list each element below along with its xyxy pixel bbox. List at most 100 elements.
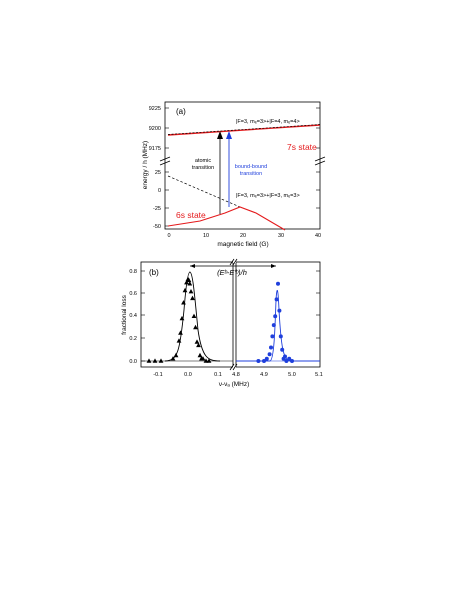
data-point-bound-bound: [278, 334, 283, 339]
fit-curve-bound-bound: [236, 290, 320, 362]
bound-bound-arrowhead: [226, 131, 232, 139]
panel-b-right-frame: [235, 261, 321, 368]
data-point-bound-bound: [256, 359, 261, 363]
panel-b-break-marks: [229, 258, 238, 371]
x-tick-20: 20: [240, 233, 246, 239]
data-point-atomic: [182, 287, 188, 293]
y-tick-0: 0: [158, 188, 161, 194]
data-point-bound-bound: [283, 354, 287, 359]
data-point-bound-bound: [276, 281, 280, 286]
data-point-bound-bound: [269, 345, 273, 350]
data-point-atomic: [203, 358, 209, 363]
data-point-bound-bound: [290, 359, 294, 363]
data-point-bound-bound: [267, 352, 272, 357]
data-point-bound-bound: [270, 334, 275, 339]
upper-ket-label: |F=3, mₑ=3>+|F=4, mₑ=4>: [236, 119, 300, 125]
data-point-atomic: [186, 277, 192, 283]
y-tick-0-8: 0.8: [129, 269, 137, 275]
data-point-atomic: [197, 352, 203, 358]
axis-break-right: [314, 156, 326, 166]
data-point-bound-bound: [277, 308, 282, 313]
data-point-bound-bound: [264, 356, 269, 361]
data-point-bound-bound: [280, 347, 285, 352]
bound-transition-label-2: transition: [240, 171, 262, 177]
data-point-atomic: [170, 356, 176, 361]
data-point-atomic: [184, 280, 189, 285]
x-tick-30: 30: [278, 233, 284, 239]
marks-bound-bound: [256, 281, 294, 363]
data-point-bound-bound: [284, 359, 289, 363]
panel-b: (b) 0.8 0.6 0.4 0.2 0.0 fractional loss …: [121, 258, 323, 388]
y-tick-9200: 9200: [149, 126, 161, 132]
y-tick-minus-50: -50: [153, 224, 161, 230]
data-point-bound-bound: [273, 314, 278, 319]
atomic-transition-label-2: transition: [192, 165, 214, 171]
data-point-bound-bound: [274, 297, 279, 302]
panel-a-frame: [164, 101, 321, 230]
series-7s-line: [167, 124, 321, 136]
data-point-atomic: [200, 356, 206, 361]
data-point-atomic: [194, 339, 200, 344]
panel-a-x-ticks: 0 10 20 30 40: [167, 233, 321, 239]
panel-b-x-ticks: -0.1 0.0 0.1 4.8 4.9 5.0 5.1: [153, 372, 323, 378]
panel-a-y-label: energy / h (MHz): [142, 141, 149, 189]
data-point-atomic: [176, 338, 182, 343]
x-tick-0-1: 0.1: [214, 372, 222, 378]
axis-break-left: [159, 156, 171, 166]
y-tick-0-6: 0.6: [129, 291, 137, 297]
data-point-atomic: [158, 358, 164, 363]
atomic-transition-label-1: atomic: [195, 158, 211, 164]
y-tick-0-4: 0.4: [129, 313, 137, 319]
atomic-arrowhead: [217, 131, 223, 139]
series-7s-dashed: [167, 124, 321, 135]
x-tick-5-1: 5.1: [315, 372, 323, 378]
y-tick-25: 25: [155, 170, 161, 176]
data-point-atomic: [193, 324, 198, 330]
energy-diff-label: (Eᵇ-E'ᵇ)/h: [217, 268, 247, 277]
data-point-atomic: [152, 358, 158, 363]
y-tick-0-2: 0.2: [129, 336, 137, 342]
panel-b-label: (b): [149, 268, 159, 277]
data-point-atomic: [181, 300, 186, 305]
data-point-atomic: [191, 313, 197, 318]
bound-transition-label-1: bound-bound: [235, 164, 267, 170]
panel-a-x-label: magnetic field (G): [217, 241, 268, 248]
x-tick-10: 10: [203, 233, 209, 239]
x-tick-40: 40: [315, 233, 321, 239]
data-point-atomic: [173, 352, 179, 358]
x-tick-0: 0: [167, 233, 170, 239]
data-point-atomic: [187, 281, 193, 286]
panel-b-y-tick-marks: [141, 270, 320, 362]
data-point-atomic: [178, 330, 183, 335]
data-point-bound-bound: [287, 356, 292, 361]
data-point-atomic: [179, 315, 185, 321]
state-7s-label: 7s state: [287, 142, 317, 152]
data-point-atomic: [206, 358, 212, 363]
data-point-atomic: [188, 288, 194, 294]
panel-b-left-frame: [140, 261, 234, 368]
marks-atomic: [146, 276, 212, 363]
energy-arrow-left-head: [190, 264, 195, 268]
x-tick-4-9: 4.9: [260, 372, 268, 378]
y-tick-minus-25: -25: [153, 206, 161, 212]
panel-a-y-tick-marks: [165, 107, 320, 227]
series-6s-curve: [167, 206, 286, 231]
energy-arrow-right-head: [271, 264, 276, 268]
x-tick-0-0: 0.0: [184, 372, 192, 378]
x-tick-minus-0-1: -0.1: [153, 372, 162, 378]
y-tick-9175: 9175: [149, 146, 161, 152]
panel-b-x-label: ν-νₐ (MHz): [219, 381, 250, 388]
data-point-atomic: [196, 342, 201, 348]
data-point-atomic: [190, 295, 195, 301]
dashed-descending-line: [167, 175, 241, 208]
panel-a: (a) 9225 9200 9175 25 0 -25 -50 0 10 20 …: [142, 101, 326, 248]
panel-b-y-label: fractional loss: [121, 294, 128, 334]
panel-a-y-ticks: 9225 9200 9175 25 0 -25 -50: [149, 106, 161, 230]
lower-ket-label: |F=3, mₑ=3>+|F=3, mₑ=3>: [236, 193, 300, 199]
state-6s-label: 6s state: [176, 210, 206, 220]
x-tick-5-0: 5.0: [288, 372, 296, 378]
y-tick-9225: 9225: [149, 106, 161, 112]
data-point-bound-bound: [271, 323, 276, 328]
